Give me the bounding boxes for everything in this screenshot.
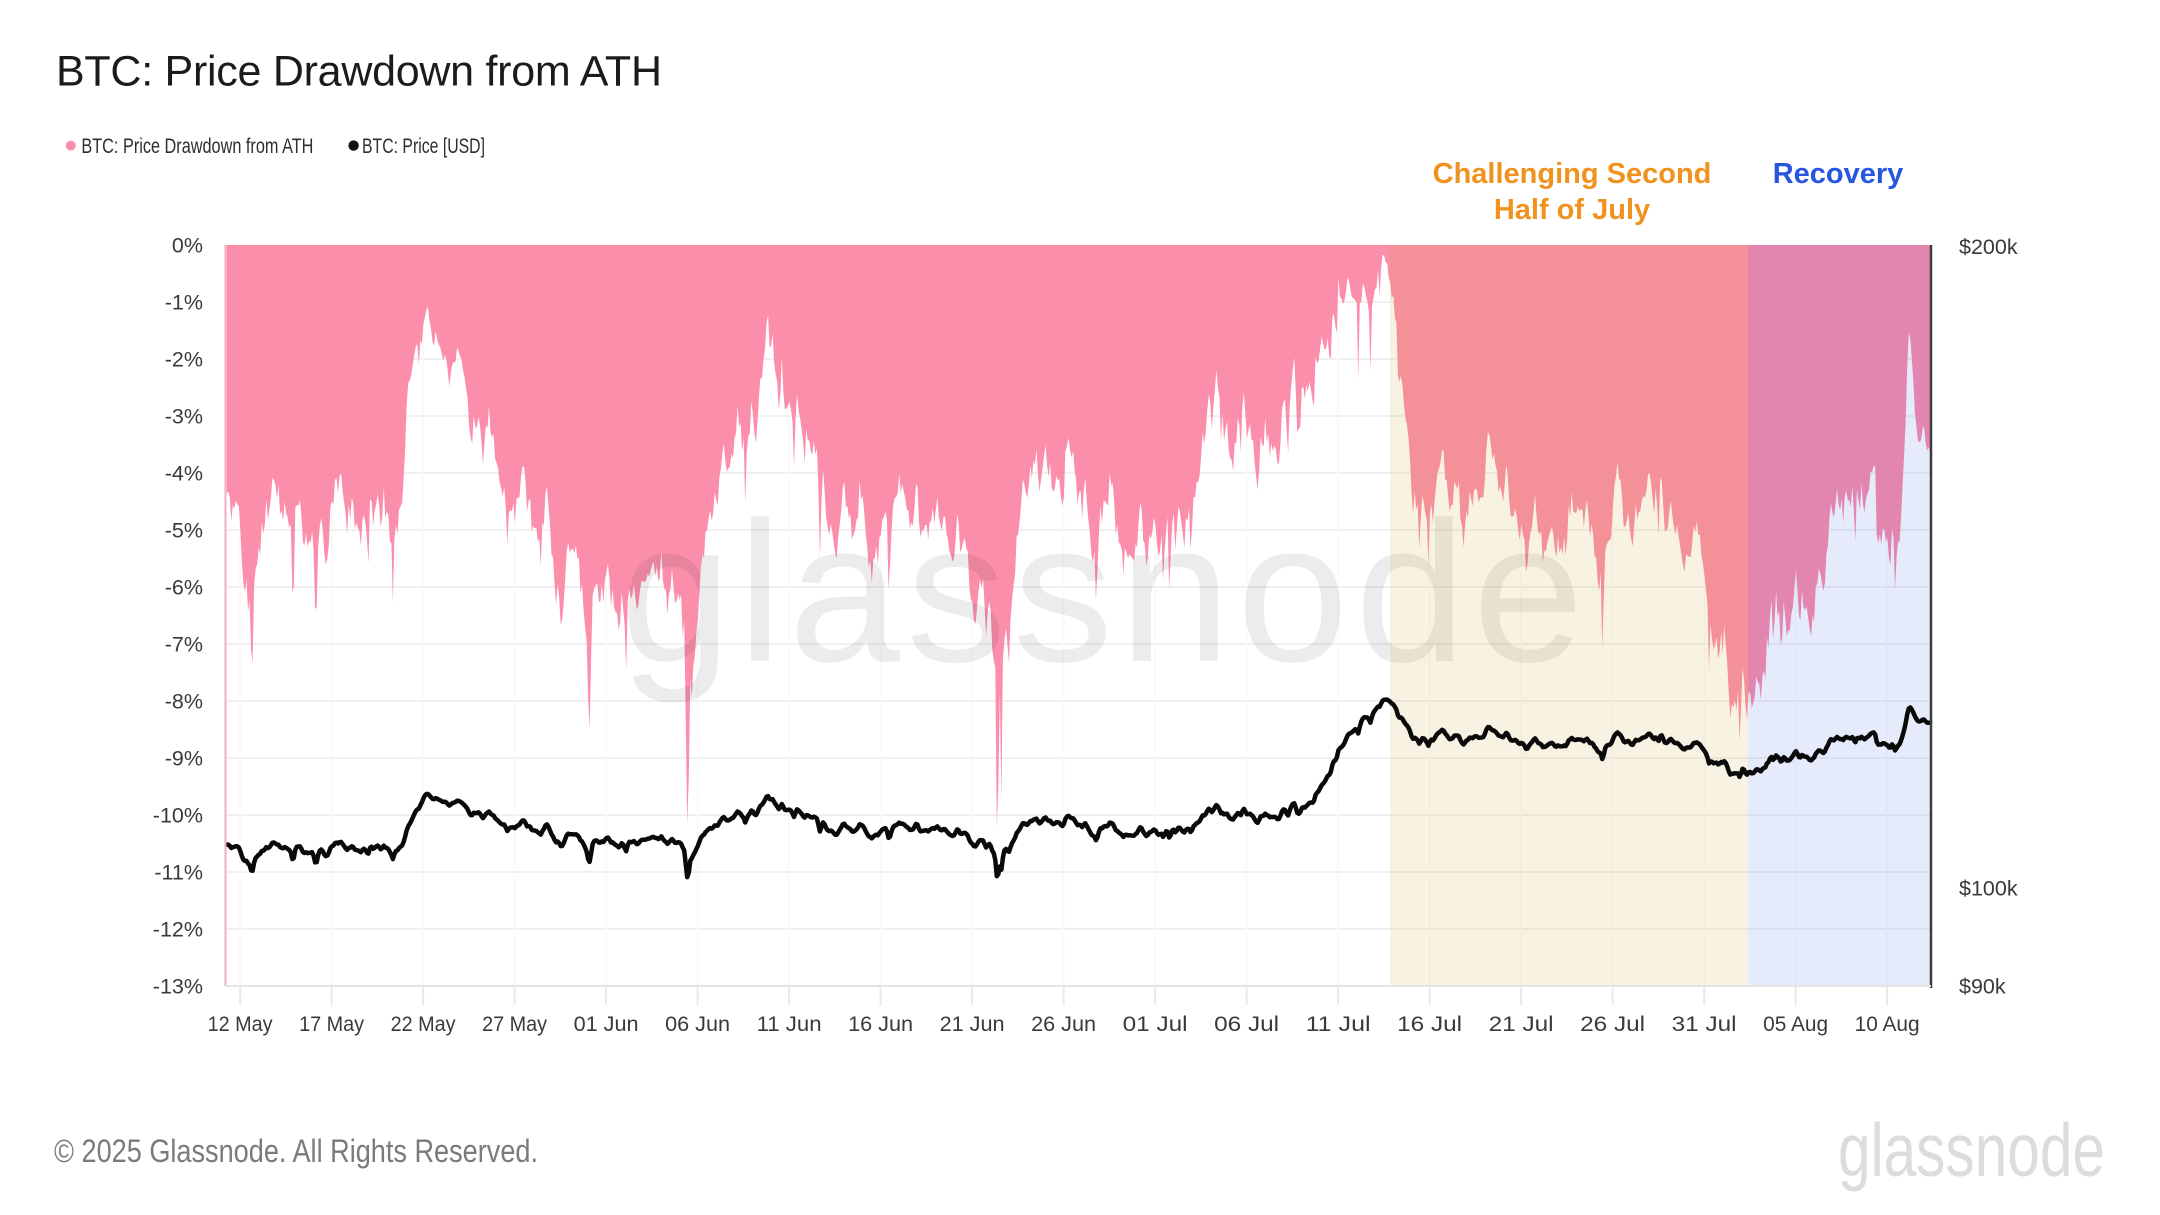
svg-text:BTC: Price [USD]: BTC: Price [USD] bbox=[362, 134, 485, 158]
svg-text:BTC: Price Drawdown from ATH: BTC: Price Drawdown from ATH bbox=[81, 134, 313, 158]
svg-text:Half of July: Half of July bbox=[1494, 194, 1650, 226]
svg-text:-12%: -12% bbox=[153, 918, 203, 942]
svg-text:01 Jun: 01 Jun bbox=[574, 1012, 639, 1036]
svg-text:0%: 0% bbox=[172, 234, 203, 258]
svg-text:27 May: 27 May bbox=[482, 1012, 547, 1036]
svg-text:glassnode: glassnode bbox=[620, 481, 1590, 704]
svg-text:-1%: -1% bbox=[165, 291, 203, 315]
svg-text:22 May: 22 May bbox=[391, 1012, 456, 1036]
svg-text:glassnode: glassnode bbox=[1838, 1108, 2105, 1192]
svg-text:11 Jul: 11 Jul bbox=[1306, 1012, 1371, 1036]
svg-text:$90k: $90k bbox=[1959, 975, 2006, 999]
svg-text:21 Jul: 21 Jul bbox=[1489, 1012, 1554, 1036]
svg-text:$200k: $200k bbox=[1959, 235, 2018, 259]
svg-text:31 Jul: 31 Jul bbox=[1672, 1012, 1737, 1036]
svg-text:16 Jun: 16 Jun bbox=[848, 1012, 913, 1036]
svg-text:16 Jul: 16 Jul bbox=[1397, 1012, 1462, 1036]
svg-text:21 Jun: 21 Jun bbox=[940, 1012, 1005, 1036]
svg-text:-5%: -5% bbox=[165, 519, 203, 543]
svg-text:-4%: -4% bbox=[165, 462, 203, 486]
svg-text:17 May: 17 May bbox=[299, 1012, 364, 1036]
svg-text:-3%: -3% bbox=[165, 405, 203, 429]
svg-text:06 Jul: 06 Jul bbox=[1214, 1012, 1279, 1036]
svg-text:BTC: Price Drawdown from ATH: BTC: Price Drawdown from ATH bbox=[56, 48, 662, 96]
svg-text:01 Jul: 01 Jul bbox=[1123, 1012, 1188, 1036]
svg-text:10 Aug: 10 Aug bbox=[1855, 1012, 1920, 1036]
svg-text:-6%: -6% bbox=[165, 576, 203, 600]
svg-text:26 Jul: 26 Jul bbox=[1580, 1012, 1645, 1036]
svg-text:-8%: -8% bbox=[165, 690, 203, 714]
svg-text:-13%: -13% bbox=[153, 975, 203, 999]
svg-text:06 Jun: 06 Jun bbox=[665, 1012, 730, 1036]
svg-text:-7%: -7% bbox=[165, 633, 203, 657]
svg-text:-10%: -10% bbox=[153, 804, 203, 828]
svg-text:-2%: -2% bbox=[165, 348, 203, 372]
svg-text:Challenging Second: Challenging Second bbox=[1433, 158, 1712, 190]
svg-text:26 Jun: 26 Jun bbox=[1031, 1012, 1096, 1036]
svg-text:12 May: 12 May bbox=[208, 1012, 273, 1036]
svg-text:© 2025 Glassnode. All Rights R: © 2025 Glassnode. All Rights Reserved. bbox=[54, 1133, 538, 1169]
svg-text:Recovery: Recovery bbox=[1773, 158, 1904, 190]
svg-text:-11%: -11% bbox=[154, 861, 203, 885]
svg-text:11 Jun: 11 Jun bbox=[757, 1012, 822, 1036]
svg-text:05 Aug: 05 Aug bbox=[1763, 1012, 1828, 1036]
svg-text:-9%: -9% bbox=[165, 747, 203, 771]
svg-text:$100k: $100k bbox=[1959, 877, 2018, 901]
